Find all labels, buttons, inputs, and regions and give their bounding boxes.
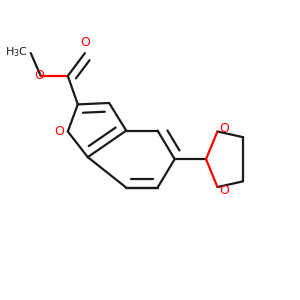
Text: O: O — [54, 125, 64, 138]
Text: H$_3$C: H$_3$C — [5, 45, 28, 58]
Text: O: O — [34, 69, 44, 82]
Text: O: O — [219, 184, 229, 197]
Text: O: O — [219, 122, 229, 135]
Text: O: O — [80, 36, 90, 49]
